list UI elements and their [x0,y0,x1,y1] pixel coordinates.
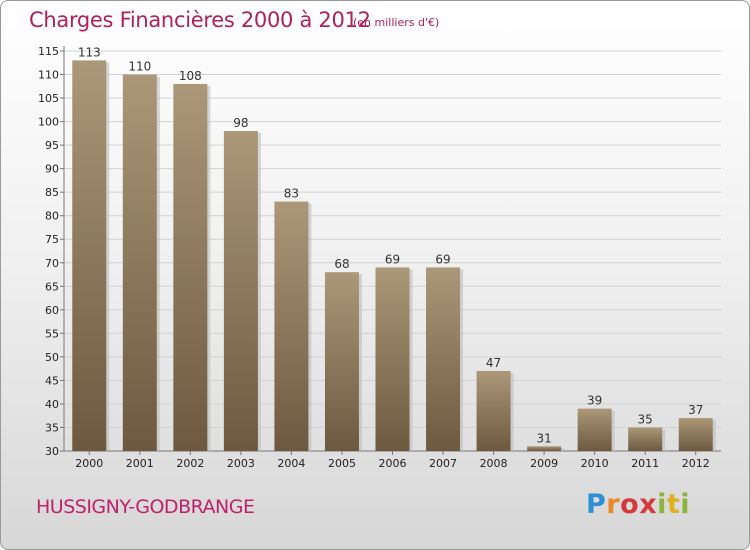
bar [173,83,208,452]
value-label: 83 [284,187,299,201]
y-tick-label: 80 [45,210,59,223]
value-label: 31 [536,431,551,445]
bar [476,371,511,451]
bar [577,408,612,451]
value-label: 35 [638,412,653,426]
x-tick-label: 2009 [530,457,558,470]
value-label: 68 [334,257,349,271]
y-tick-label: 110 [38,69,59,82]
bar [274,201,309,451]
value-label: 69 [435,252,450,266]
commune-name: HUSSIGNY-GODBRANGE [36,496,255,518]
x-tick-label: 2007 [429,457,457,470]
y-tick-label: 100 [38,116,59,129]
y-tick-label: 40 [45,398,59,411]
bar [72,60,107,451]
x-tick-label: 2001 [126,457,154,470]
x-tick-label: 2006 [379,457,407,470]
y-tick-label: 35 [45,421,59,434]
x-tick-label: 2008 [480,457,508,470]
y-tick-label: 45 [45,374,59,387]
x-tick-label: 2012 [682,457,710,470]
bar [527,446,562,451]
x-tick-label: 2002 [176,457,204,470]
value-label: 39 [587,394,602,408]
y-tick-label: 30 [45,445,59,458]
value-label: 110 [128,60,151,74]
chart-title: Charges Financières 2000 à 2012 [29,8,371,32]
y-tick-label: 105 [38,92,59,105]
y-tick-label: 90 [45,163,59,176]
y-tick-label: 70 [45,257,59,270]
value-label: 113 [78,45,101,59]
value-label: 69 [385,252,400,266]
x-tick-label: 2011 [631,457,659,470]
value-label: 98 [233,116,248,130]
x-tick-label: 2005 [328,457,356,470]
value-label: 37 [688,403,703,417]
x-tick-label: 2010 [581,457,609,470]
bar [426,267,461,451]
y-tick-label: 95 [45,139,59,152]
bar [375,267,410,451]
x-tick-label: 2004 [277,457,305,470]
bar [324,272,359,451]
bar [628,427,663,451]
y-tick-label: 75 [45,233,59,246]
y-tick-label: 65 [45,280,59,293]
bar [678,418,713,451]
x-tick-label: 2003 [227,457,255,470]
y-tick-label: 60 [45,304,59,317]
bar [122,74,157,451]
y-tick-label: 85 [45,186,59,199]
bar [223,131,258,451]
y-tick-label: 115 [38,45,59,58]
y-tick-label: 50 [45,351,59,364]
x-tick-label: 2000 [75,457,103,470]
value-label: 108 [179,69,202,83]
proxiti-logo[interactable]: Proxiti [586,489,691,520]
y-tick-label: 55 [45,327,59,340]
value-label: 47 [486,356,501,370]
chart-subtitle: (en milliers d'€) [353,16,440,29]
